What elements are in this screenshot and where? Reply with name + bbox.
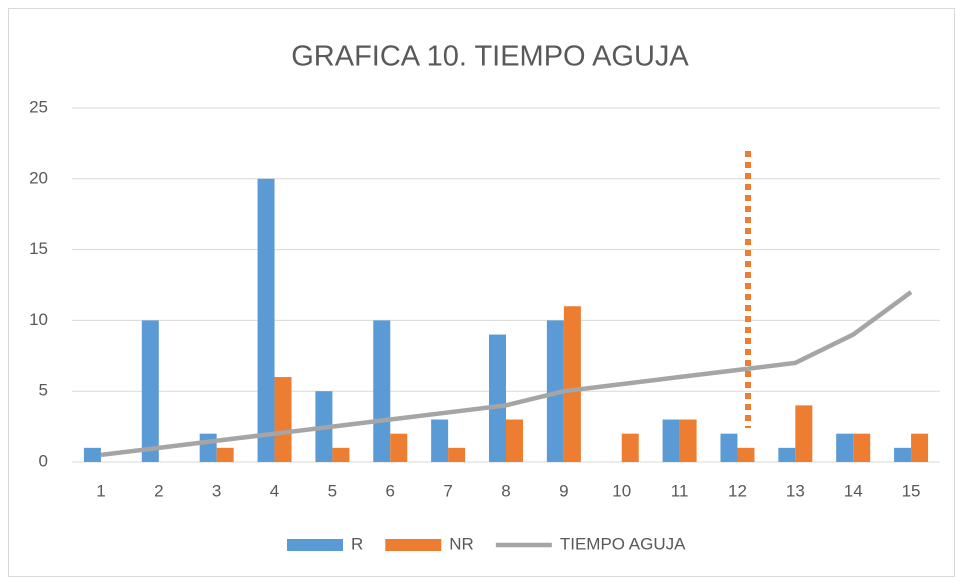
bar: [141, 320, 159, 462]
x-tick-label: 5: [328, 481, 337, 500]
legend-swatch: [385, 539, 442, 551]
bar: [373, 320, 391, 462]
bar: [506, 419, 523, 462]
bar: [332, 447, 350, 462]
y-tick-label: 20: [29, 168, 48, 187]
bar: [199, 433, 217, 462]
y-tick-label: 0: [39, 451, 48, 470]
x-tick-label: 8: [501, 481, 510, 500]
bar: [448, 447, 466, 462]
x-tick-label: 3: [212, 481, 221, 500]
x-tick-label: 11: [671, 481, 689, 500]
x-tick-label: 10: [612, 481, 631, 500]
x-tick-label: 15: [902, 481, 921, 500]
y-tick-label: 25: [29, 97, 48, 116]
bar: [778, 447, 796, 462]
bar: [836, 433, 854, 462]
x-tick-label: 13: [786, 481, 805, 500]
bar: [489, 334, 506, 462]
legend-label: TIEMPO AGUJA: [560, 534, 686, 553]
chart-border: [8, 8, 955, 577]
x-tick-label: 4: [270, 481, 279, 500]
x-tick-label: 14: [844, 481, 863, 500]
y-tick-label: 15: [29, 239, 48, 258]
bar: [274, 377, 292, 462]
x-tick-label: 6: [386, 481, 395, 500]
bar: [737, 447, 755, 462]
x-tick-label: 1: [96, 481, 105, 500]
y-tick-label: 5: [39, 381, 48, 400]
bar: [894, 447, 912, 462]
x-tick-label: 2: [154, 481, 163, 500]
bar: [257, 178, 275, 463]
bar: [621, 433, 639, 462]
y-tick-label: 10: [29, 310, 48, 329]
x-tick-label: 7: [443, 481, 452, 500]
bar: [563, 306, 581, 462]
bar: [431, 419, 449, 462]
chart-title: GRAFICA 10. TIEMPO AGUJA: [291, 41, 689, 73]
bar: [216, 447, 234, 462]
legend-label: R: [351, 534, 363, 553]
bar: [795, 405, 813, 462]
x-tick-label: 9: [559, 481, 568, 500]
bar: [679, 419, 697, 462]
bar: [911, 433, 929, 462]
bar: [83, 447, 101, 462]
legend-label: NR: [449, 534, 474, 553]
legend-swatch: [287, 539, 343, 551]
line: [100, 290, 913, 458]
x-tick-label: 12: [728, 481, 747, 500]
bar: [662, 419, 680, 462]
bar: [390, 433, 408, 462]
bar: [720, 433, 738, 462]
bar: [853, 433, 871, 462]
